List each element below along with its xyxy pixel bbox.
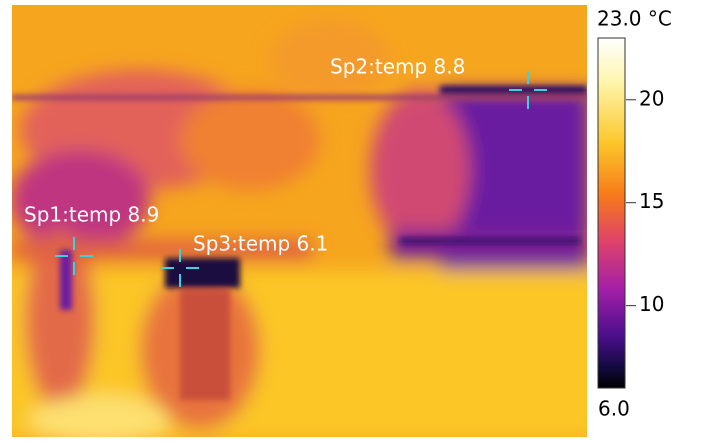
- scale-tick-label: 20: [639, 86, 664, 110]
- scale-tick-label: 15: [639, 189, 664, 213]
- scale-max-label: 23.0 °C: [597, 7, 672, 31]
- spot-label: Sp3:temp 6.1: [193, 232, 328, 256]
- scale-tick-label: 10: [639, 292, 664, 316]
- spot-label: Sp2:temp 8.8: [330, 55, 465, 79]
- color-scale-bar: [598, 38, 625, 388]
- scale-min-label: 6.0: [598, 397, 630, 421]
- spot-label: Sp1:temp 8.9: [24, 203, 159, 227]
- thermal-view: 23.0 °C 6.0 20 15 10 Sp1:temp 8.9 Sp2:temp 8…: [0, 0, 701, 439]
